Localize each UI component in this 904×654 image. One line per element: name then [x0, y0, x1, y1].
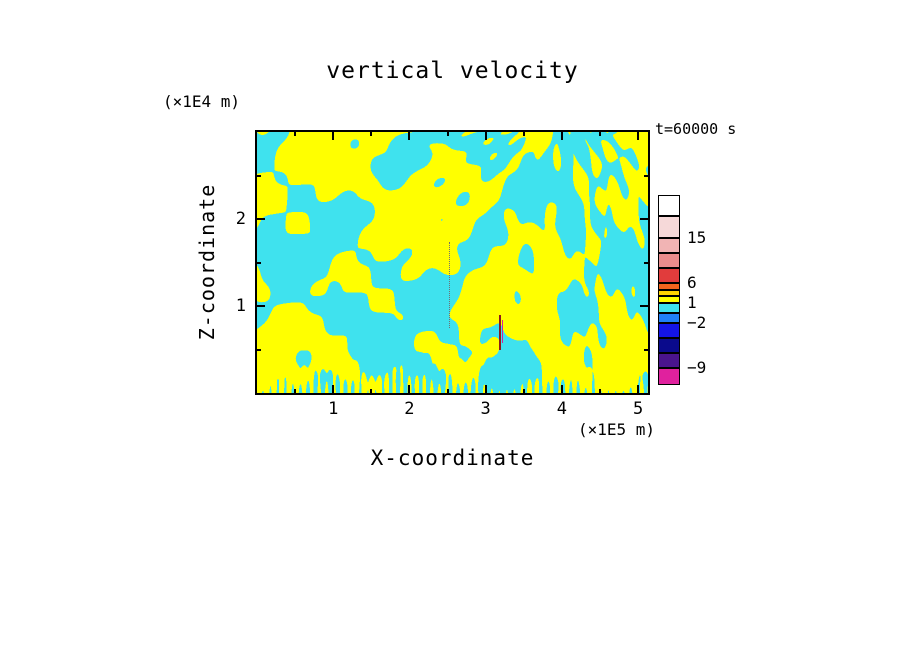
- time-annotation: t=60000 s: [655, 120, 737, 138]
- x-minor-tick: [446, 389, 449, 393]
- colorbar-segment: [658, 353, 680, 368]
- colorbar-segment: [658, 303, 680, 313]
- x-tick-label: 2: [404, 399, 415, 419]
- x-axis-title: X-coordinate: [370, 446, 535, 470]
- z-tick-label: 1: [235, 296, 246, 316]
- z-tick-label: 2: [235, 209, 246, 229]
- colorbar-label: 6: [687, 273, 697, 292]
- colorbar-segment: [658, 296, 680, 303]
- z-minor-tick: [644, 174, 648, 177]
- x-minor-tick: [522, 132, 525, 136]
- y-axis-title: Z-coordinate: [195, 183, 219, 341]
- x-minor-tick: [446, 132, 449, 136]
- field-extreme-stroke: [502, 319, 504, 344]
- x-minor-tick: [598, 132, 601, 136]
- z-minor-tick: [644, 261, 648, 264]
- z-major-tick: [640, 305, 648, 307]
- z-minor-tick: [257, 348, 261, 351]
- x-major-tick: [484, 385, 487, 393]
- x-major-tick: [637, 132, 640, 140]
- x-minor-tick: [370, 389, 373, 393]
- colorbar-segment: [658, 290, 680, 296]
- z-minor-tick: [257, 261, 261, 264]
- x-major-tick: [560, 132, 563, 140]
- x-major-tick: [408, 385, 411, 393]
- colorbar-segment: [658, 283, 680, 290]
- y-axis-unit-label: (×1E4 m): [163, 92, 241, 111]
- x-major-tick: [484, 132, 487, 140]
- z-major-tick: [640, 218, 648, 220]
- plot-area: [255, 130, 650, 395]
- z-minor-tick: [257, 174, 261, 177]
- x-tick-label: 5: [632, 399, 644, 419]
- colorbar-label: −2: [687, 313, 707, 332]
- field-extreme-stroke: [448, 241, 450, 328]
- field-extreme-stroke: [498, 314, 501, 350]
- z-major-tick: [257, 218, 265, 220]
- x-major-tick: [408, 132, 411, 140]
- x-minor-tick: [522, 389, 525, 393]
- x-minor-tick: [294, 389, 297, 393]
- z-minor-tick: [644, 348, 648, 351]
- chart-title: vertical velocity: [326, 58, 579, 84]
- colorbar-segment: [658, 268, 680, 283]
- colorbar-segment: [658, 338, 680, 353]
- colorbar-segment: [658, 253, 680, 268]
- colorbar-segment: [658, 313, 680, 323]
- colorbar-label: 15: [687, 228, 707, 247]
- z-major-tick: [257, 305, 265, 307]
- colorbar-label: 1: [687, 293, 697, 312]
- x-major-tick: [560, 385, 563, 393]
- x-tick-label: 3: [480, 399, 491, 419]
- heatmap-canvas: [257, 132, 648, 393]
- colorbar-label: −9: [687, 358, 707, 377]
- x-tick-label: 4: [556, 399, 567, 419]
- x-minor-tick: [598, 389, 601, 393]
- colorbar: [658, 195, 680, 385]
- x-major-tick: [637, 385, 640, 393]
- x-major-tick: [332, 385, 335, 393]
- colorbar-segment: [658, 238, 680, 253]
- colorbar-segment: [658, 216, 680, 238]
- x-axis-unit-label: (×1E5 m): [577, 420, 655, 439]
- colorbar-segment: [658, 368, 680, 385]
- x-minor-tick: [370, 132, 373, 136]
- x-major-tick: [332, 132, 335, 140]
- x-tick-label: 1: [328, 399, 339, 419]
- colorbar-segment: [658, 323, 680, 338]
- colorbar-segment: [658, 195, 680, 216]
- x-minor-tick: [294, 132, 297, 136]
